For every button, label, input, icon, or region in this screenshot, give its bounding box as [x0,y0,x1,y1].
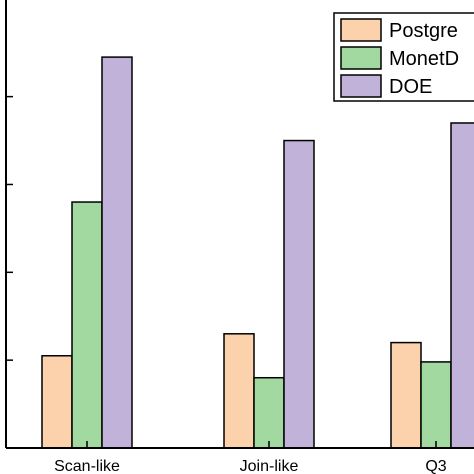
legend-swatch-doe [340,74,382,98]
legend-swatch-postgre [340,18,382,42]
bar-scan-like-doe [101,56,133,449]
bar-scan-like-monetd [71,201,103,449]
bar-q3-doe [450,122,474,449]
x-tick-label-q3: Q3 [425,458,446,474]
ticks-layer: Scan-like Join-like Q3 [6,95,447,474]
x-tick-label-scan-like: Scan-like [54,458,120,474]
legend-label-doe: DOE [389,76,432,98]
bar-scan-like-postgre [41,355,73,449]
legend-label-monetd: MonetD [389,48,459,70]
legend-swatch-monetd [340,46,382,70]
legend-label-postgre: Postgre [389,20,458,42]
bar-join-like-postgre [223,333,255,449]
legend: Postgre MonetD DOE [333,12,474,102]
bar-join-like-monetd [253,376,285,449]
bars-layer [41,56,474,449]
x-tick-label-join-like: Join-like [240,458,299,474]
axes-layer [5,0,474,449]
bar-q3-monetd [420,361,452,449]
bar-q3-postgre [390,341,422,449]
bar-join-like-doe [283,139,315,449]
